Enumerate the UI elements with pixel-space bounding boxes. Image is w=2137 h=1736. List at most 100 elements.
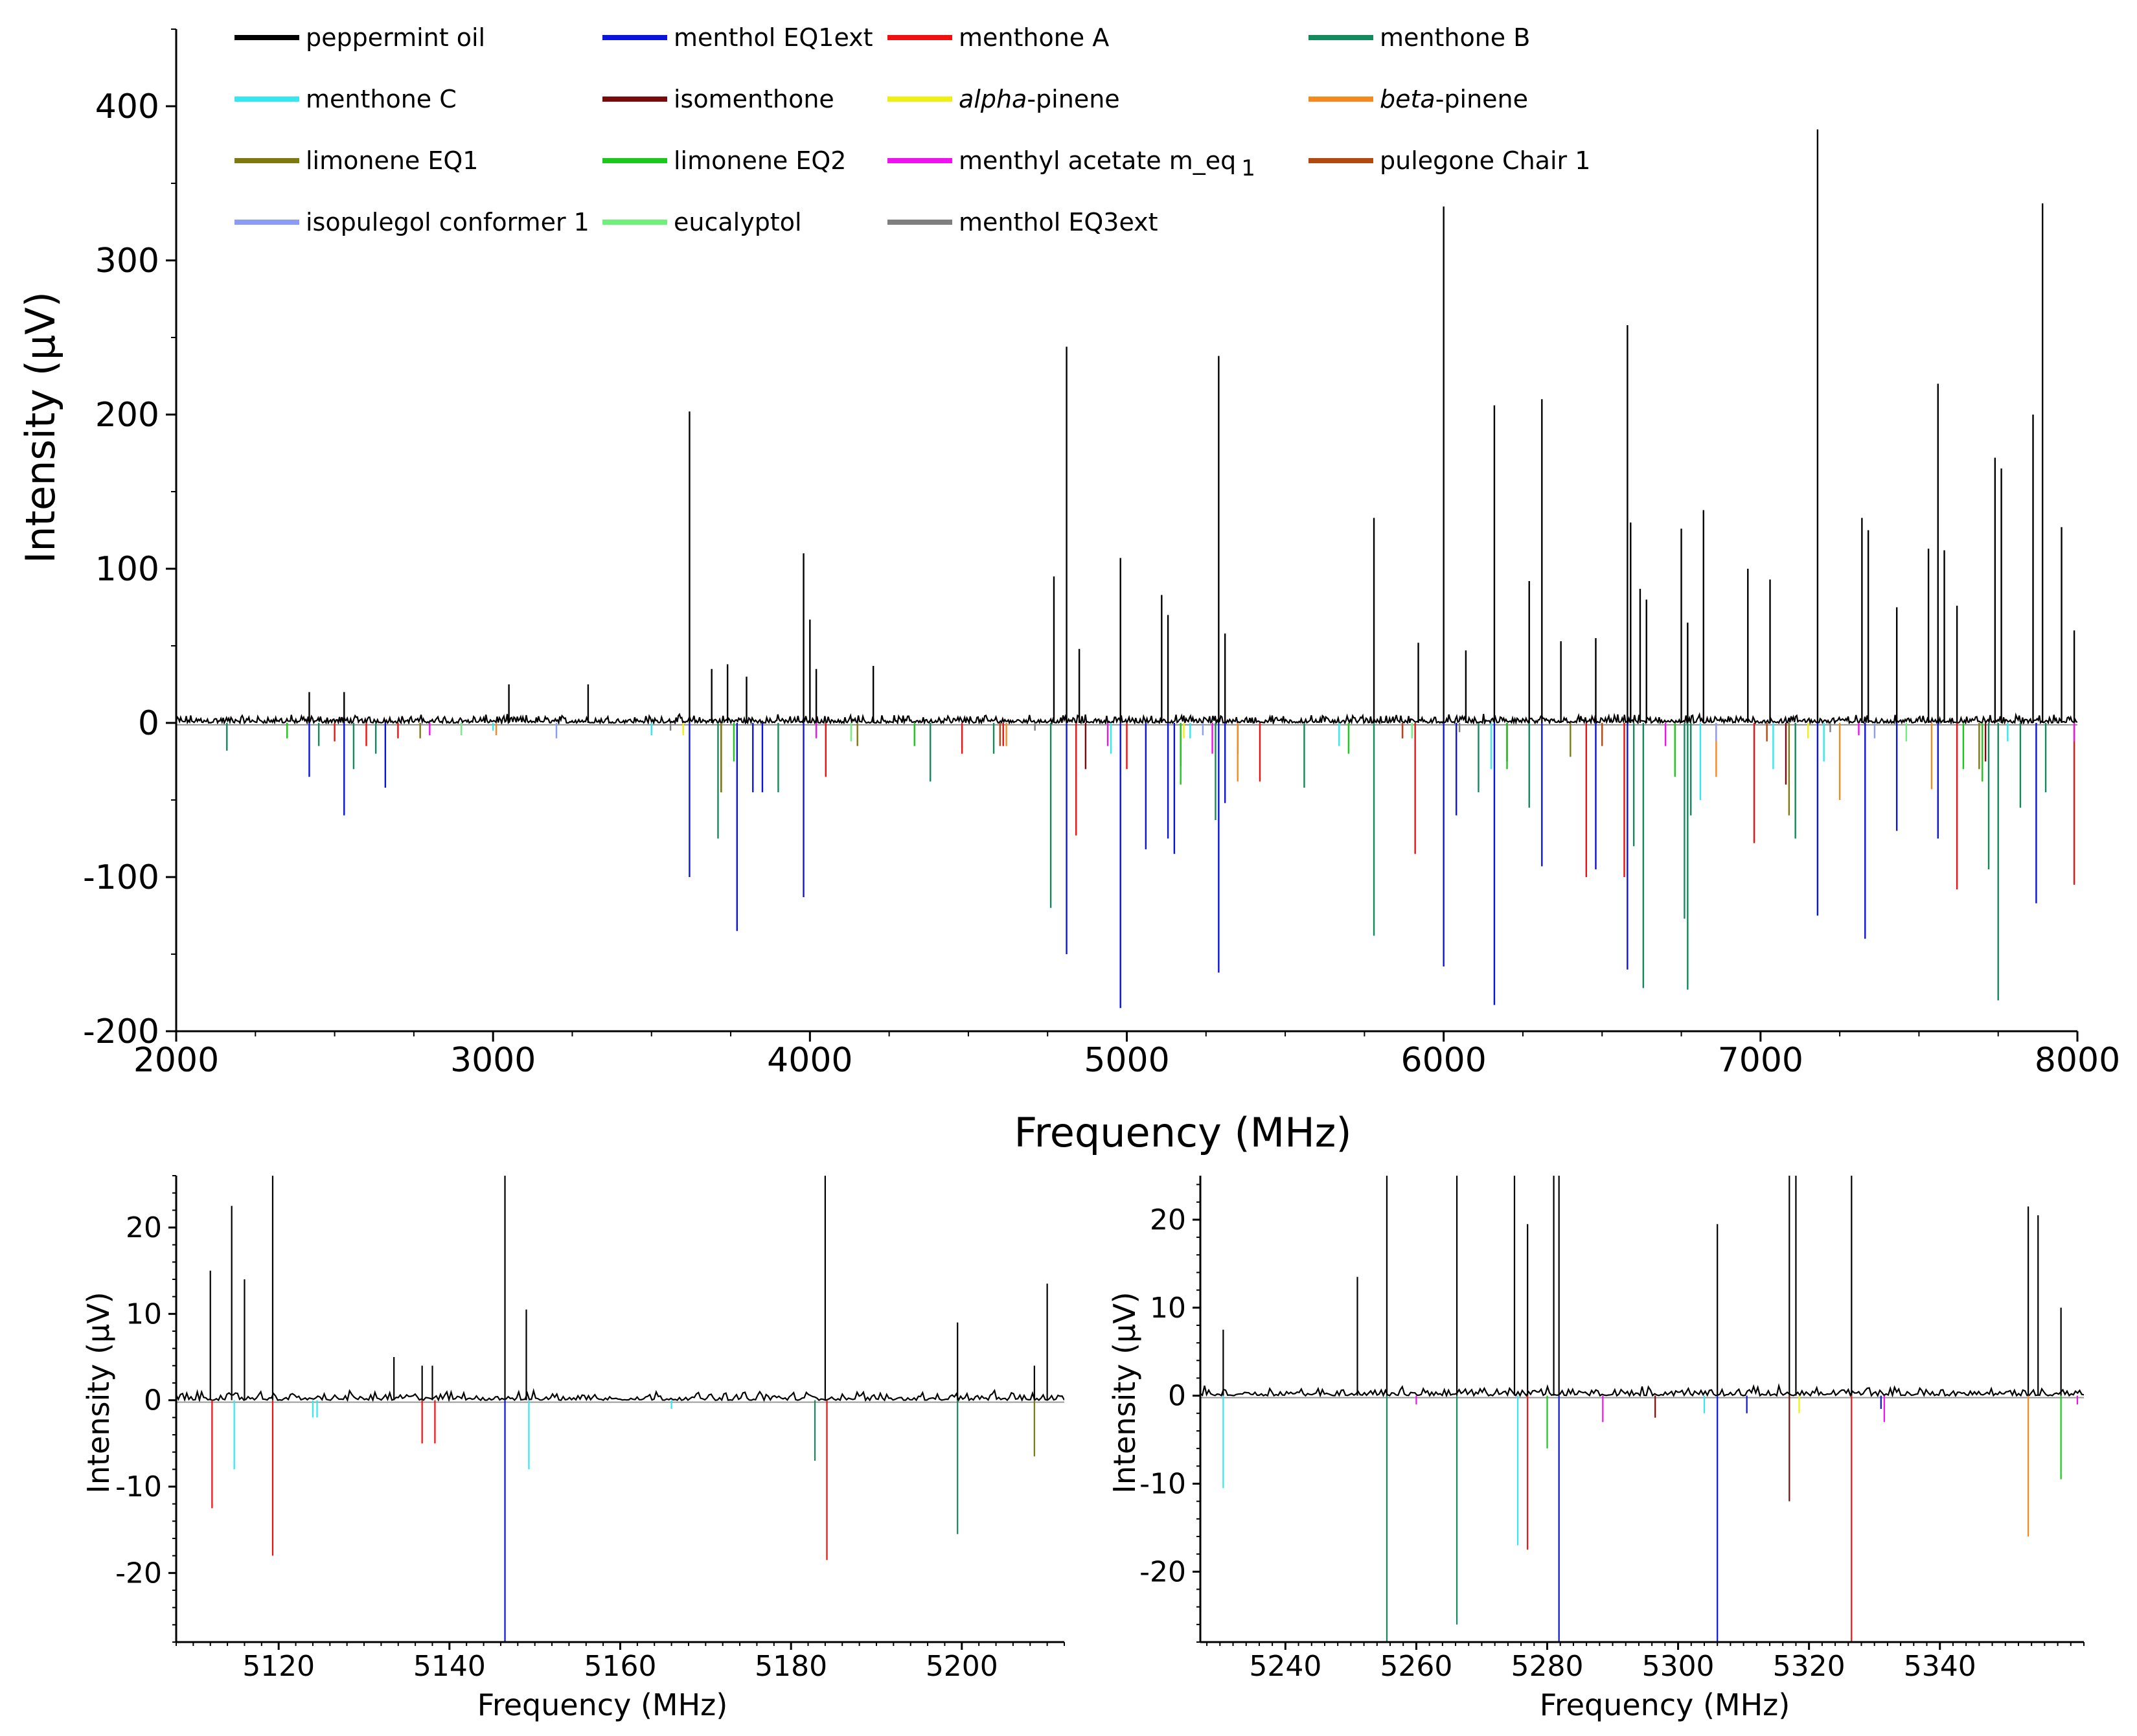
y-tick-label: 0	[1168, 1380, 1186, 1413]
legend-label: beta-pinene	[1380, 85, 1528, 113]
x-tick-label: 5240	[1249, 1650, 1321, 1683]
legend-item-limonene-eq2: limonene EQ2	[602, 146, 846, 175]
series-menthone-b	[815, 1400, 957, 1535]
y-tick-label: 10	[126, 1297, 162, 1331]
y-tick-label: 400	[95, 87, 159, 126]
y-tick-label: -10	[115, 1470, 162, 1503]
main-spectrum-lines	[176, 130, 2077, 1009]
series-menthone-a	[212, 1400, 827, 1560]
x-tick-label: 6000	[1400, 1041, 1486, 1080]
legend-label: limonene EQ2	[674, 146, 846, 175]
series-limonene-eq2	[287, 723, 1982, 784]
x-tick-label: 5260	[1380, 1650, 1452, 1683]
y-tick-label: 100	[95, 550, 159, 589]
legend-item-menthone-b: menthone B	[1308, 23, 1530, 52]
legend-item-alpha-pinene: alpha-pinene	[887, 85, 1120, 113]
legend-label: menthone B	[1380, 23, 1530, 52]
legend-label-text: pulegone Chair 1	[1380, 146, 1590, 175]
legend-label: menthone A	[959, 23, 1109, 52]
zoom-right-spectrum-lines	[1200, 1176, 2084, 1642]
y-tick-label: 0	[138, 704, 159, 743]
legend-label-text: menthone C	[306, 85, 457, 113]
series-isomenthone	[1655, 1396, 1789, 1502]
zoom-left-tick-labels: 5120 5140 5160 5180 520020100-10-20	[115, 1211, 998, 1683]
legend-label-text: menthone B	[1380, 23, 1530, 52]
legend-item-menthyl-acetate-m-eq-1: menthyl acetate m_eq 1	[887, 146, 1255, 181]
legend-label-text: -pinene	[1435, 85, 1528, 113]
zoom-panel-left: 5120 5140 5160 5180 5200 20 10 0 -10 -20 Frequenc…	[81, 1176, 1064, 1722]
y-tick-label: 0	[144, 1384, 162, 1417]
main-axes	[166, 29, 2077, 1042]
legend-label-text: limonene EQ1	[306, 146, 478, 175]
x-tick-label: 5160	[584, 1650, 657, 1683]
peppermint-oil-baseline	[176, 714, 2077, 723]
legend-item-peppermint-oil: peppermint oil	[234, 23, 485, 52]
legend-item-menthone-a: menthone A	[887, 23, 1109, 52]
y-tick-label: -20	[1139, 1555, 1186, 1588]
legend-label-text: menthone A	[959, 23, 1109, 52]
y-tick-label: -100	[83, 858, 159, 897]
legend-label-text: isomenthone	[674, 85, 834, 113]
x-tick-label: 3000	[450, 1041, 536, 1080]
series-menthone-a	[335, 723, 2075, 889]
x-tick-label: 8000	[2035, 1041, 2120, 1080]
series-peppermint-oil	[1223, 1176, 2061, 1396]
legend-label: menthol EQ3ext	[959, 208, 1158, 236]
peppermint-oil-baseline	[176, 1391, 1064, 1400]
x-tick-label: 4000	[767, 1041, 852, 1080]
main-y-axis-label: Intensity (µV)	[17, 291, 64, 564]
x-tick-label: 5120	[242, 1650, 315, 1683]
legend-label-text: peppermint oil	[306, 23, 485, 52]
legend-label-italic: alpha	[959, 85, 1027, 113]
legend-label: menthone C	[306, 85, 457, 113]
series-limonene-eq2	[1547, 1396, 2061, 1479]
legend-item-menthone-c: menthone C	[234, 85, 457, 113]
x-tick-label: 5200	[926, 1650, 998, 1683]
legend-label: alpha-pinene	[959, 85, 1120, 113]
zoom-right-axes	[1193, 1176, 2084, 1650]
legend-label-text: menthol EQ1ext	[674, 23, 873, 52]
zoom-left-spectrum-lines	[176, 1176, 1064, 1642]
y-tick-label: 10	[1150, 1292, 1186, 1325]
zoom-left-axes	[168, 1176, 1064, 1650]
main-x-axis-label: Frequency (MHz)	[1014, 1109, 1351, 1156]
x-tick-label: 5300	[1642, 1650, 1715, 1683]
legend-item-isopulegol-conformer-1: isopulegol conformer 1	[234, 208, 589, 236]
legend-label-text: limonene EQ2	[674, 146, 846, 175]
legend-label-text: -pinene	[1027, 85, 1119, 113]
legend-item-menthol-eq3ext: menthol EQ3ext	[887, 208, 1158, 236]
legend-label: peppermint oil	[306, 23, 485, 52]
series-menthol-eq1ext	[1559, 1396, 1881, 1642]
series-menthone-c	[234, 1400, 672, 1470]
y-tick-label: 300	[95, 242, 159, 280]
x-tick-label: 5180	[755, 1650, 827, 1683]
legend-item-eucalyptol: eucalyptol	[602, 208, 802, 236]
zoom-right-y-axis-label: Intensity (µV)	[1107, 1292, 1142, 1493]
x-tick-label: 5140	[413, 1650, 486, 1683]
legend-item-menthol-eq1ext: menthol EQ1ext	[602, 23, 873, 52]
series-peppermint-oil	[211, 1176, 1047, 1400]
legend-label: limonene EQ1	[306, 146, 478, 175]
x-tick-label: 5340	[1904, 1650, 1976, 1683]
series-menthol-eq1ext	[309, 723, 2036, 1008]
peppermint-oil-baseline	[1200, 1386, 2084, 1395]
x-tick-label: 5280	[1511, 1650, 1584, 1683]
x-tick-label: 5000	[1084, 1041, 1169, 1080]
legend-label-text: menthol EQ3ext	[959, 208, 1158, 236]
series-menthone-b	[1387, 1396, 1457, 1642]
legend-label: eucalyptol	[674, 208, 802, 236]
zoom-right-x-axis-label: Frequency (MHz)	[1540, 1687, 1790, 1722]
y-tick-label: -10	[1139, 1467, 1186, 1500]
series-menthone-c	[493, 723, 2007, 800]
y-tick-label: -20	[115, 1557, 162, 1590]
zoom-left-x-axis-label: Frequency (MHz)	[477, 1687, 728, 1722]
series-menthone-c	[1223, 1396, 1704, 1546]
legend-label-text: menthyl acetate m_eq	[959, 146, 1236, 175]
legend-label-italic: beta	[1380, 85, 1435, 113]
legend-label-text: eucalyptol	[674, 208, 802, 236]
x-tick-label: 5320	[1773, 1650, 1846, 1683]
y-tick-label: 200	[95, 396, 159, 435]
legend-item-limonene-eq1: limonene EQ1	[234, 146, 478, 175]
zoom-left-y-axis-label: Intensity (µV)	[81, 1292, 116, 1493]
legend-label: isomenthone	[674, 85, 834, 113]
